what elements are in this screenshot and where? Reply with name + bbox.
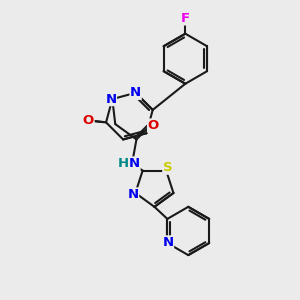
Text: H: H	[118, 157, 129, 170]
Text: N: N	[128, 188, 139, 201]
Text: N: N	[162, 236, 173, 249]
Text: S: S	[163, 161, 172, 174]
Text: F: F	[181, 12, 190, 25]
Text: O: O	[148, 119, 159, 132]
Text: O: O	[83, 114, 94, 128]
Text: N: N	[105, 93, 116, 106]
Text: N: N	[130, 86, 141, 99]
Text: N: N	[129, 157, 140, 170]
